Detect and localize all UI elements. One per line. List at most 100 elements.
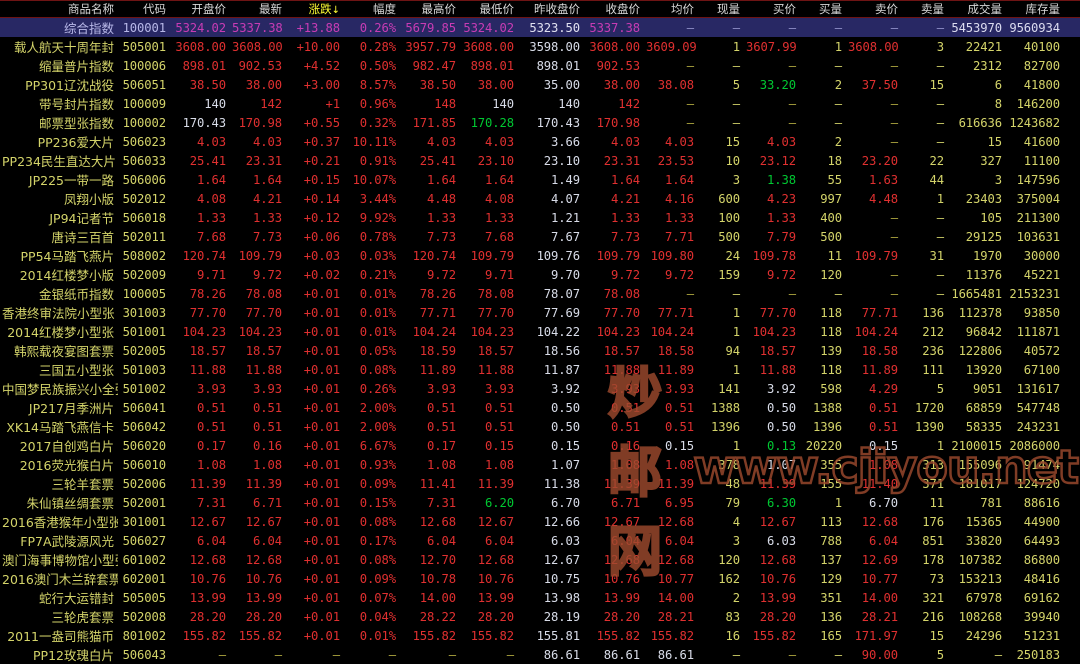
column-header-close[interactable]: 收盘价	[584, 1, 644, 18]
column-header-volume[interactable]: 成交量	[948, 1, 1006, 18]
cell-volume: 33820	[948, 531, 1006, 550]
column-header-code[interactable]: 代码	[118, 1, 170, 18]
cell-close: 4.03	[584, 132, 644, 151]
cell-last: 170.98	[230, 113, 286, 132]
column-header-ask[interactable]: 卖价	[846, 1, 902, 18]
column-header-avg[interactable]: 均价	[644, 1, 698, 18]
column-header-label: 均价	[671, 2, 694, 16]
cell-low: —	[460, 645, 518, 664]
cell-openint: 39940	[1006, 607, 1064, 626]
cell-bidvol: 165	[800, 626, 846, 645]
column-header-label: 卖量	[921, 2, 944, 16]
cell-bid: 1.33	[744, 208, 800, 227]
cell-low: 12.67	[460, 512, 518, 531]
column-header-name[interactable]: 商品名称	[0, 1, 118, 18]
column-header-openint[interactable]: 库存量	[1006, 1, 1064, 18]
cell-ask: 90.00	[846, 645, 902, 664]
cell-curvol: 3	[698, 531, 744, 550]
cell-name: 2014红楼梦小型张	[0, 322, 118, 341]
cell-high: 11.41	[400, 474, 460, 493]
column-header-bid[interactable]: 买价	[744, 1, 800, 18]
cell-low: 11.88	[460, 360, 518, 379]
cell-bid: —	[744, 113, 800, 132]
cell-openint: 375004	[1006, 189, 1064, 208]
cell-bid: 3.92	[744, 379, 800, 398]
column-header-label: 代码	[143, 2, 166, 16]
column-header-askvol[interactable]: 卖量	[902, 1, 948, 18]
cell-prevclose: 10.75	[518, 569, 584, 588]
cell-openint: 124720	[1006, 474, 1064, 493]
cell-askvol: 313	[902, 455, 948, 474]
cell-avg: 11.39	[644, 474, 698, 493]
cell-ask: 0.51	[846, 398, 902, 417]
cell-bidvol: 118	[800, 322, 846, 341]
column-header-last[interactable]: 最新	[230, 1, 286, 18]
column-header-bidvol[interactable]: 买量	[800, 1, 846, 18]
cell-change: +0.01	[286, 322, 344, 341]
cell-close: 3608.00	[584, 37, 644, 56]
column-header-prevclose[interactable]: 昨收盘价	[518, 1, 584, 18]
cell-low: 0.51	[460, 417, 518, 436]
cell-prevclose: 3.92	[518, 379, 584, 398]
cell-bid: 9.72	[744, 265, 800, 284]
cell-name: PP54马踏飞燕片	[0, 246, 118, 265]
cell-change: +0.01	[286, 474, 344, 493]
column-header-amount[interactable]: 成交金额≫	[1064, 1, 1080, 18]
cell-askvol: 5	[902, 379, 948, 398]
cell-name: PP236爱大片	[0, 132, 118, 151]
cell-open: 13.99	[170, 588, 230, 607]
cell-avg: 38.08	[644, 75, 698, 94]
column-header-open[interactable]: 开盘价	[170, 1, 230, 18]
cell-high: —	[400, 645, 460, 664]
cell-low: 0.15	[460, 436, 518, 455]
cell-code: 502008	[118, 607, 170, 626]
cell-askvol: —	[902, 94, 948, 113]
cell-volume: 8	[948, 94, 1006, 113]
cell-bidvol: 129	[800, 569, 846, 588]
column-header-pct[interactable]: 幅度	[344, 1, 400, 18]
cell-low: 155.82	[460, 626, 518, 645]
cell-askvol: 15	[902, 75, 948, 94]
cell-pct: 9.92%	[344, 208, 400, 227]
cell-open: 155.82	[170, 626, 230, 645]
column-header-curvol[interactable]: 现量	[698, 1, 744, 18]
column-header-high[interactable]: 最高价	[400, 1, 460, 18]
column-header-change[interactable]: 涨跌↓	[286, 1, 344, 18]
column-header-low[interactable]: 最低价	[460, 1, 518, 18]
